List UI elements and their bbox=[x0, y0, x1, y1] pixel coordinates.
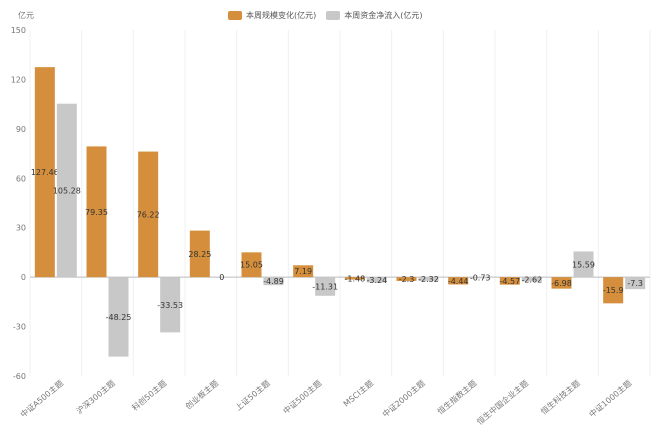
bar-size-change bbox=[551, 277, 572, 289]
bar-net-inflow bbox=[366, 277, 387, 283]
data-label: -48.25 bbox=[106, 313, 132, 322]
data-label: -11.31 bbox=[312, 282, 338, 291]
x-tick-label: 中证2000主题 bbox=[380, 378, 427, 419]
y-tick-label: 150 bbox=[11, 26, 26, 35]
data-label: -15.9 bbox=[603, 286, 624, 295]
legend-item-net-inflow[interactable]: 本周资金净流入(亿元) bbox=[326, 10, 423, 21]
data-label: 15.05 bbox=[240, 261, 263, 270]
legend-label: 本周规模变化(亿元) bbox=[246, 11, 317, 20]
bar-size-change bbox=[499, 277, 520, 285]
bar-net-inflow bbox=[160, 277, 181, 333]
data-label: -7.3 bbox=[627, 279, 643, 288]
data-label: -2.32 bbox=[418, 275, 439, 284]
x-tick-label: 上证50主题 bbox=[233, 378, 272, 413]
y-tick-label: -60 bbox=[13, 372, 26, 381]
y-tick-label: -30 bbox=[13, 323, 26, 332]
data-label: -0.73 bbox=[470, 274, 491, 283]
data-label: -33.53 bbox=[157, 301, 183, 310]
bar-net-inflow bbox=[108, 277, 129, 357]
legend-label: 本周资金净流入(亿元) bbox=[344, 11, 423, 20]
x-tick-label: 中证1000主题 bbox=[587, 378, 634, 419]
x-tick-label: 中证A500主题 bbox=[18, 378, 65, 420]
data-label: 28.25 bbox=[188, 250, 211, 259]
data-label: -4.44 bbox=[448, 277, 469, 286]
bar-size-change bbox=[86, 146, 107, 278]
bar-net-inflow bbox=[418, 277, 439, 281]
bar-net-inflow bbox=[56, 103, 77, 278]
legend-swatch bbox=[326, 11, 341, 20]
data-label: 15.59 bbox=[572, 260, 595, 269]
bar-size-change bbox=[344, 277, 365, 280]
x-tick-label: 创业板主题 bbox=[183, 378, 220, 411]
bar-net-inflow bbox=[470, 277, 491, 279]
y-tick-label: 90 bbox=[16, 125, 26, 134]
legend-swatch bbox=[228, 11, 242, 20]
x-tick-label: 恒生指数主题 bbox=[435, 378, 478, 417]
bar-size-change bbox=[448, 277, 469, 285]
y-tick-label: 0 bbox=[21, 273, 26, 282]
bar-size-change bbox=[241, 252, 262, 278]
bar-size-change bbox=[396, 277, 417, 281]
legend: 本周规模变化(亿元) 本周资金净流入(亿元) bbox=[228, 10, 423, 21]
bar-size-change bbox=[34, 67, 55, 278]
x-tick-label: 恒生科技主题 bbox=[539, 378, 582, 417]
bar-size-change bbox=[189, 230, 210, 278]
data-label: 127.46 bbox=[31, 168, 59, 177]
data-label: -2.3 bbox=[399, 275, 415, 284]
data-label: -2.62 bbox=[521, 275, 542, 284]
bar-size-change bbox=[138, 151, 159, 278]
bar-net-inflow bbox=[573, 251, 594, 278]
legend-item-size-change[interactable]: 本周规模变化(亿元) bbox=[228, 10, 316, 21]
bar-net-inflow bbox=[263, 277, 284, 286]
x-tick-label: 恒生中国企业主题 bbox=[475, 378, 530, 427]
data-label: 105.28 bbox=[53, 186, 81, 195]
x-tick-label: 科创50主题 bbox=[130, 378, 169, 413]
y-axis-unit: 亿元 bbox=[18, 11, 34, 20]
data-label: -1.48 bbox=[344, 274, 365, 283]
data-label: 79.35 bbox=[85, 208, 108, 217]
y-tick-label: 60 bbox=[16, 174, 26, 183]
data-label: -3.24 bbox=[366, 276, 387, 285]
bar-net-inflow bbox=[521, 277, 542, 282]
x-tick-label: 沪深300主题 bbox=[74, 378, 117, 416]
bar-net-inflow bbox=[625, 277, 646, 290]
bar-net-inflow bbox=[315, 277, 336, 296]
x-tick-label: MSCI主题 bbox=[341, 378, 375, 409]
y-tick-label: 120 bbox=[11, 75, 26, 84]
data-label: 7.19 bbox=[294, 267, 312, 276]
data-label: -4.89 bbox=[263, 277, 284, 286]
data-label: -4.57 bbox=[499, 277, 520, 286]
bar-size-change bbox=[603, 277, 624, 304]
data-label: 76.22 bbox=[137, 210, 160, 219]
bar-size-change bbox=[293, 265, 314, 278]
data-label: 0 bbox=[219, 273, 224, 282]
y-tick-label: 30 bbox=[16, 224, 26, 233]
data-label: -6.98 bbox=[551, 279, 572, 288]
x-tick-label: 中证500主题 bbox=[281, 378, 324, 416]
